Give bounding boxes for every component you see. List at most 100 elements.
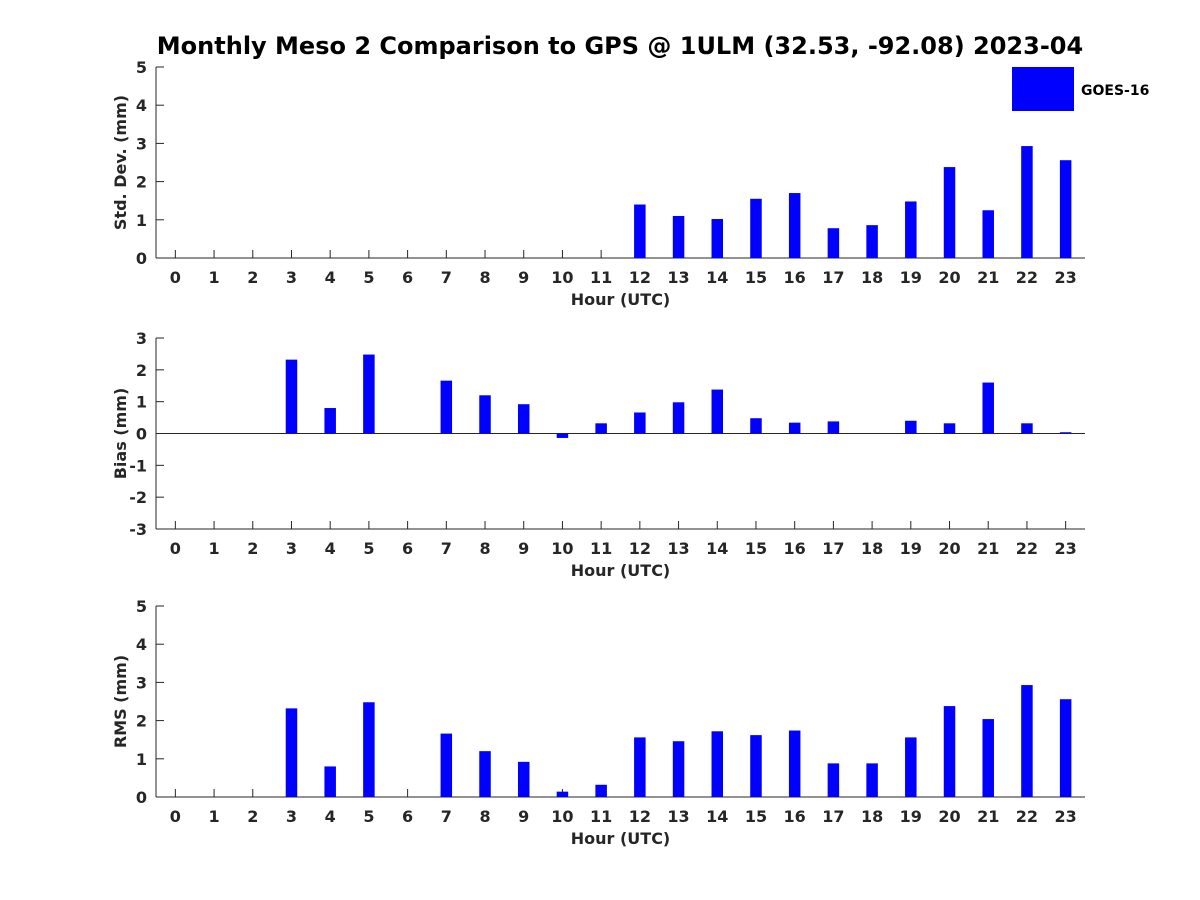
x-tick-label: 3 — [286, 539, 297, 558]
x-tick-label: 6 — [402, 539, 413, 558]
bar — [1059, 699, 1072, 797]
x-tick-label: 8 — [479, 807, 490, 826]
x-axis-label: Hour (UTC) — [571, 290, 671, 309]
x-tick-label: 11 — [590, 539, 612, 558]
x-tick-label: 19 — [900, 268, 922, 287]
x-tick-label: 9 — [518, 268, 529, 287]
x-tick-label: 2 — [247, 807, 258, 826]
x-tick-label: 1 — [208, 539, 219, 558]
bar — [943, 706, 956, 797]
bar — [905, 737, 917, 797]
bar — [363, 354, 375, 434]
bar — [556, 791, 569, 797]
bar — [1059, 160, 1072, 258]
bar — [517, 404, 530, 434]
y-tick-label: 0 — [136, 425, 147, 444]
bar — [827, 763, 840, 797]
x-tick-label: 17 — [822, 539, 844, 558]
x-tick-label: 14 — [706, 807, 728, 826]
x-tick-label: 7 — [441, 807, 452, 826]
x-tick-label: 20 — [938, 268, 960, 287]
x-tick-label: 12 — [629, 268, 651, 287]
y-tick-label: 0 — [136, 249, 147, 268]
x-tick-label: 2 — [247, 268, 258, 287]
x-tick-label: 19 — [900, 807, 922, 826]
x-tick-label: 19 — [900, 539, 922, 558]
x-tick-label: 16 — [784, 807, 806, 826]
bar — [595, 423, 607, 434]
x-tick-label: 18 — [861, 539, 883, 558]
x-tick-label: 13 — [667, 539, 689, 558]
x-tick-label: 22 — [1016, 539, 1038, 558]
y-tick-label: 3 — [136, 673, 147, 692]
y-tick-label: 1 — [136, 211, 147, 230]
legend-swatch — [1012, 67, 1074, 111]
bar — [982, 382, 994, 434]
x-tick-label: 23 — [1055, 268, 1077, 287]
x-tick-label: 17 — [822, 268, 844, 287]
bar — [750, 198, 762, 258]
bar — [556, 433, 569, 438]
legend: GOES-16 — [1012, 67, 1149, 111]
y-tick-label: 3 — [136, 329, 147, 348]
bar — [1021, 146, 1033, 258]
x-tick-label: 3 — [286, 268, 297, 287]
x-tick-label: 12 — [629, 539, 651, 558]
bar — [943, 167, 956, 258]
x-tick-label: 16 — [784, 268, 806, 287]
bar — [1021, 423, 1033, 434]
x-tick-label: 11 — [590, 268, 612, 287]
x-tick-label: 5 — [363, 539, 374, 558]
bar — [711, 389, 724, 434]
x-axis-label: Hour (UTC) — [571, 829, 671, 848]
bar — [982, 210, 994, 258]
x-tick-label: 21 — [977, 807, 999, 826]
x-tick-label: 23 — [1055, 539, 1077, 558]
x-axis-label: Hour (UTC) — [571, 561, 671, 580]
x-tick-label: 7 — [441, 268, 452, 287]
bar — [711, 219, 724, 258]
x-tick-label: 1 — [208, 807, 219, 826]
bar — [750, 418, 762, 434]
x-tick-label: 4 — [325, 807, 336, 826]
x-tick-label: 6 — [402, 268, 413, 287]
bar — [285, 359, 298, 434]
y-axis-label: RMS (mm) — [111, 655, 130, 748]
bar — [711, 731, 724, 797]
y-tick-label: 1 — [136, 393, 147, 412]
x-tick-label: 13 — [667, 268, 689, 287]
x-tick-label: 12 — [629, 807, 651, 826]
x-tick-label: 18 — [861, 807, 883, 826]
bar — [750, 735, 762, 797]
bar — [634, 204, 646, 258]
bar — [1059, 432, 1072, 434]
x-tick-label: 14 — [706, 268, 728, 287]
bar — [672, 402, 685, 434]
x-tick-label: 23 — [1055, 807, 1077, 826]
x-tick-label: 4 — [325, 539, 336, 558]
x-tick-label: 5 — [363, 268, 374, 287]
x-tick-label: 15 — [745, 539, 767, 558]
bar — [479, 395, 491, 434]
x-tick-label: 17 — [822, 807, 844, 826]
x-tick-label: 7 — [441, 539, 452, 558]
x-tick-label: 9 — [518, 539, 529, 558]
bar — [634, 737, 646, 797]
y-tick-label: 4 — [136, 635, 147, 654]
x-tick-label: 0 — [170, 268, 181, 287]
x-tick-label: 8 — [479, 539, 490, 558]
x-tick-label: 16 — [784, 539, 806, 558]
bar — [517, 761, 530, 797]
bar — [788, 730, 801, 797]
x-tick-label: 9 — [518, 807, 529, 826]
bar — [905, 420, 917, 434]
y-tick-label: 2 — [136, 712, 147, 731]
bar — [440, 380, 453, 434]
x-tick-label: 15 — [745, 268, 767, 287]
bar — [788, 193, 801, 258]
y-tick-label: 5 — [136, 597, 147, 616]
